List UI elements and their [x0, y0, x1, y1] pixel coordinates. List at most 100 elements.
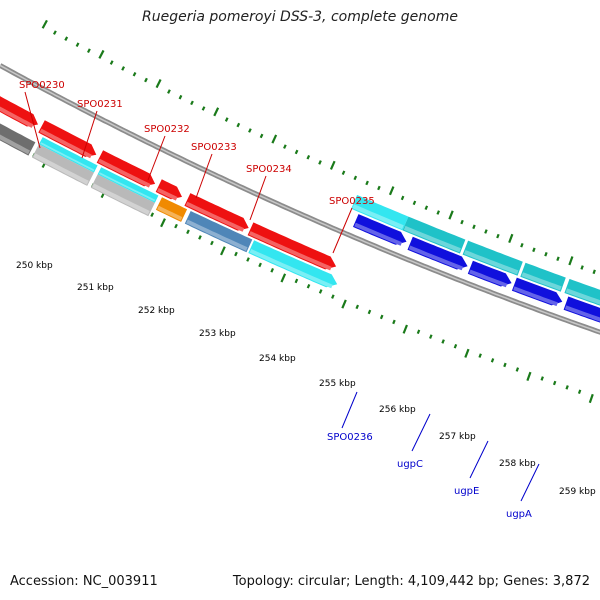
inner-tick: [224, 117, 229, 122]
gene-label-spo0235: SPO0235: [329, 196, 375, 207]
tick-label-254: 254 kbp: [259, 354, 296, 364]
outer-tick: [220, 246, 226, 256]
feature-spo0230-upper-shine: [0, 134, 30, 155]
inner-tick: [580, 265, 584, 270]
inner-tick: [144, 77, 148, 83]
tick-label-255: 255 kbp: [319, 379, 356, 389]
outer-tick: [478, 353, 482, 358]
callout-line-3: [195, 153, 213, 199]
feature-ugpa-blue-body: [511, 277, 563, 306]
inner-tick: [87, 48, 91, 53]
inner-tick: [236, 122, 241, 128]
feature-spo0231-mid-shine: [40, 142, 95, 172]
feature-ugpc-blue-shine: [408, 245, 464, 271]
feature-ugpe-track-shine: [463, 250, 519, 275]
feature-spo0232-mid: [97, 167, 159, 203]
feature-spo0232-cds-shine: [98, 158, 151, 188]
outer-tick: [174, 223, 178, 229]
inner-tick: [167, 89, 171, 94]
feature-next-blue-shine: [564, 305, 600, 322]
tick-label-259: 259 kbp: [559, 487, 596, 497]
outer-tick: [416, 329, 421, 335]
backbone: [0, 63, 600, 335]
accession-text: Accession: NC_003911: [10, 574, 158, 589]
outer-tick: [503, 362, 507, 368]
feature-spo0233-cds-body: [155, 179, 182, 200]
feature-ugpe-track: [462, 240, 523, 276]
feature-spo0231-upper-body: [32, 144, 94, 186]
feature-next-blue: [563, 296, 600, 323]
inner-tick: [318, 160, 322, 165]
feature-spo0233-upper-shine: [157, 205, 183, 221]
inner-tick: [341, 170, 346, 176]
callout-line-2: [147, 135, 166, 181]
inner-tick: [472, 224, 476, 230]
inner-tick: [271, 134, 278, 144]
tick-label-253: 253 kbp: [199, 329, 236, 339]
callout-line-1: [81, 110, 98, 159]
inner-tick: [75, 42, 80, 47]
feature-spo0235-cds-body: [247, 222, 337, 270]
tick-label-258: 258 kbp: [499, 459, 536, 469]
inner-tick: [532, 247, 536, 253]
inner-tick: [556, 256, 560, 261]
feature-next-track-shine: [565, 288, 600, 305]
tick-label-256: 256 kbp: [379, 405, 416, 415]
outer-tick: [464, 348, 470, 358]
inner-tick: [201, 106, 206, 111]
feature-spo0232-upper: [90, 174, 155, 217]
outer-tick: [379, 314, 384, 320]
gene-label-spo0231: SPO0231: [77, 99, 123, 110]
outer-tick: [270, 268, 274, 273]
feature-spo0235-upper-body: [248, 240, 338, 288]
inner-tick: [592, 269, 596, 275]
inner-tick: [190, 100, 194, 106]
inner-tick: [41, 19, 48, 29]
features: [0, 96, 600, 323]
outer-tick: [318, 289, 323, 294]
feature-spo0235-upper: [248, 240, 338, 289]
inner-tick: [353, 175, 358, 181]
feature-spo0236-track-shine: [352, 204, 404, 230]
feature-spo0233-cds: [155, 179, 182, 201]
inner-tick: [388, 186, 395, 196]
outer-tick: [515, 367, 520, 372]
feature-spo0231-cds-body: [38, 120, 97, 157]
feature-spo0233-upper: [155, 197, 188, 222]
callouts: [24, 91, 540, 502]
tick-label-250: 250 kbp: [16, 261, 53, 271]
inner-tick: [178, 94, 183, 100]
callout-line-5: [332, 207, 353, 254]
inner-tick: [448, 210, 454, 220]
feature-spo0231-mid-body: [38, 137, 98, 173]
gene-label-ugpe: ugpE: [454, 486, 479, 497]
feature-spo0234-cds: [184, 193, 249, 232]
inner-tick: [213, 107, 220, 117]
tick-label-257: 257 kbp: [439, 432, 476, 442]
map-title: Ruegeria pomeroyi DSS-3, complete genome: [142, 9, 458, 25]
inner-tick: [460, 219, 464, 225]
genome-summary-text: Topology: circular; Length: 4,109,442 bp…: [232, 574, 590, 589]
gene-label-ugpa: ugpA: [506, 509, 532, 520]
feature-spo0232-cds-body: [96, 150, 156, 187]
feature-spo0236-track: [351, 195, 409, 231]
callout-line-0: [24, 91, 41, 149]
feature-spo0232-mid-shine: [98, 172, 156, 202]
inner-tick: [424, 205, 429, 210]
outer-tick: [577, 389, 582, 395]
outer-tick: [246, 257, 250, 262]
feature-spo0234-upper: [184, 211, 253, 253]
outer-tick: [150, 212, 155, 217]
feature-spo0230-upper: [0, 123, 36, 156]
outer-tick: [294, 278, 299, 284]
feature-spo0234-cds-shine: [185, 201, 245, 232]
feature-spo0230-cds-body: [0, 96, 38, 127]
outer-tick: [306, 283, 311, 289]
outer-tick: [234, 251, 238, 257]
gene-label-spo0236: SPO0236: [327, 432, 373, 443]
gene-label-spo0230: SPO0230: [19, 80, 65, 91]
feature-ugpa-track-shine: [521, 272, 562, 291]
outer-tick: [160, 218, 166, 228]
feature-spo0232-cds: [96, 150, 156, 188]
outer-tick: [540, 376, 544, 381]
